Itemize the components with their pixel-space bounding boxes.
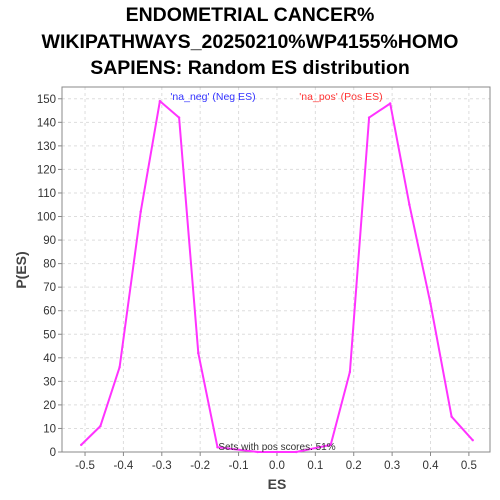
x-tick-label: -0.3: [152, 460, 172, 472]
pos-es-label: 'na_pos' (Pos ES): [299, 91, 382, 103]
y-tick-label: 90: [43, 235, 56, 247]
chart-title-line-3: SAPIENS: Random ES distribution: [90, 57, 410, 79]
x-tick-label: -0.5: [75, 460, 95, 472]
neg-es-label: 'na_neg' (Neg ES): [170, 91, 255, 103]
y-tick-label: 0: [50, 447, 56, 459]
y-tick-label: 40: [43, 353, 56, 365]
data-point: [294, 450, 298, 454]
data-point: [79, 443, 83, 447]
plot-area: [61, 86, 491, 453]
data-point: [197, 351, 200, 355]
y-tick-label: 30: [43, 376, 56, 388]
grid-lines: [62, 87, 490, 453]
chart-title-line-1: ENDOMETRIAL CANCER%: [126, 4, 375, 26]
y-tick-label: 130: [37, 141, 56, 153]
pos-scores-footnote: Sets with pos scores: 51%: [218, 442, 335, 453]
data-point: [99, 424, 102, 428]
data-point: [158, 99, 162, 103]
data-point: [139, 210, 142, 214]
chart-title-line-2: WIKIPATHWAYS_20250210%WP4155%HOMO: [42, 31, 459, 53]
data-point: [367, 116, 371, 119]
x-tick-label: -0.1: [229, 460, 249, 472]
data-point: [408, 203, 411, 206]
series-layer: [79, 99, 474, 454]
y-tick-label: 140: [37, 117, 56, 129]
y-tick-label: 110: [38, 188, 56, 200]
data-point: [216, 446, 219, 449]
data-point: [429, 302, 432, 305]
data-point: [118, 366, 121, 369]
data-point: [329, 443, 332, 447]
y-tick-label: 70: [43, 282, 56, 294]
y-tick-label: 150: [37, 94, 56, 106]
x-axis: -0.5 -0.4 -0.3 -0.2 -0.1 0.0 0.1 0.2 0.3 0.4 0.5: [75, 452, 477, 472]
data-point: [348, 370, 352, 374]
x-tick-label: 0.5: [461, 460, 477, 472]
y-tick-label: 80: [43, 259, 56, 271]
y-tick-label: 60: [43, 306, 56, 318]
x-axis-label: ES: [268, 476, 287, 492]
y-tick-label: 100: [37, 212, 56, 224]
x-tick-label: -0.2: [190, 460, 210, 472]
x-tick-label: 0.1: [307, 460, 323, 472]
x-tick-label: -0.4: [114, 460, 134, 472]
y-tick-label: 20: [43, 400, 56, 412]
x-tick-label: 0.3: [384, 460, 400, 472]
data-point: [256, 450, 259, 454]
x-tick-label: 0.0: [269, 460, 285, 472]
x-tick-label: 0.2: [346, 460, 362, 472]
y-tick-label: 120: [37, 164, 56, 176]
data-point: [275, 450, 279, 454]
data-point: [471, 439, 474, 442]
data-point: [450, 415, 453, 418]
data-point: [388, 102, 392, 105]
y-axis-label: P(ES): [13, 251, 29, 288]
y-tick-label: 50: [43, 329, 56, 341]
x-tick-label: 0.4: [423, 460, 440, 472]
y-axis: 0 10 20 30 40 50 60 70 80 90 100 110 120 130 140 150: [37, 94, 62, 459]
y-tick-label: 10: [43, 423, 56, 435]
data-point: [177, 116, 181, 119]
